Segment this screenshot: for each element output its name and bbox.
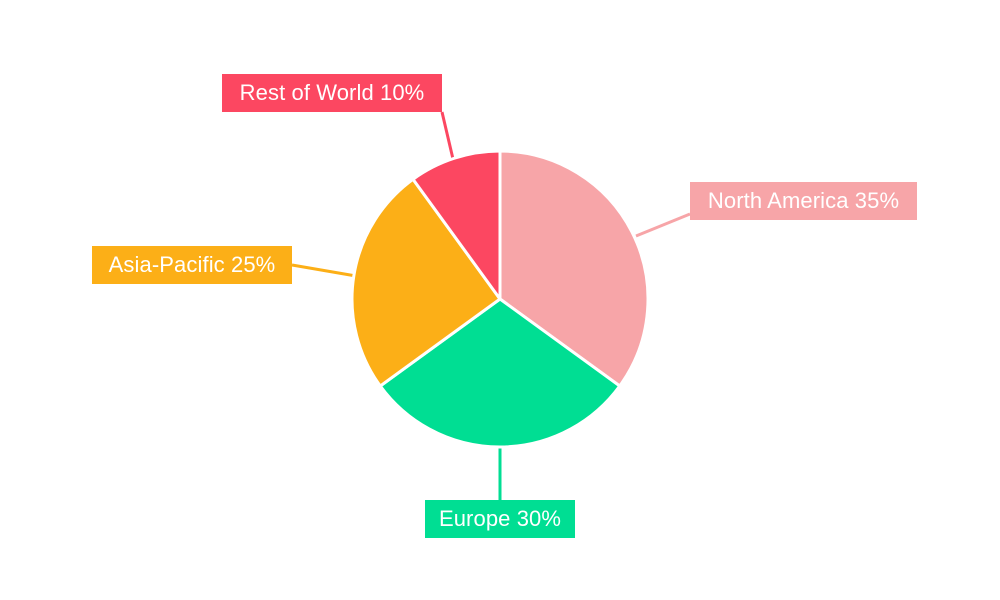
slice-label-rest-of-world[interactable]: Rest of World 10% bbox=[222, 74, 442, 112]
slice-label-north-america[interactable]: North America 35% bbox=[690, 182, 917, 220]
leader-line-north-america bbox=[635, 212, 691, 238]
pie-slice-europe[interactable] bbox=[378, 297, 622, 449]
leader-lines-group bbox=[291, 111, 691, 500]
pie-slice-rest-of-world[interactable] bbox=[411, 149, 502, 301]
leader-line-asia-pacific bbox=[291, 263, 357, 278]
slice-label-asia-pacific[interactable]: Asia-Pacific 25% bbox=[92, 246, 292, 284]
pie-slice-asia-pacific[interactable] bbox=[350, 177, 502, 388]
pie-slices-group bbox=[350, 149, 650, 449]
pie-slice-north-america[interactable] bbox=[498, 149, 650, 388]
leader-line-rest-of-world bbox=[440, 111, 455, 160]
slice-label-europe[interactable]: Europe 30% bbox=[425, 500, 575, 538]
